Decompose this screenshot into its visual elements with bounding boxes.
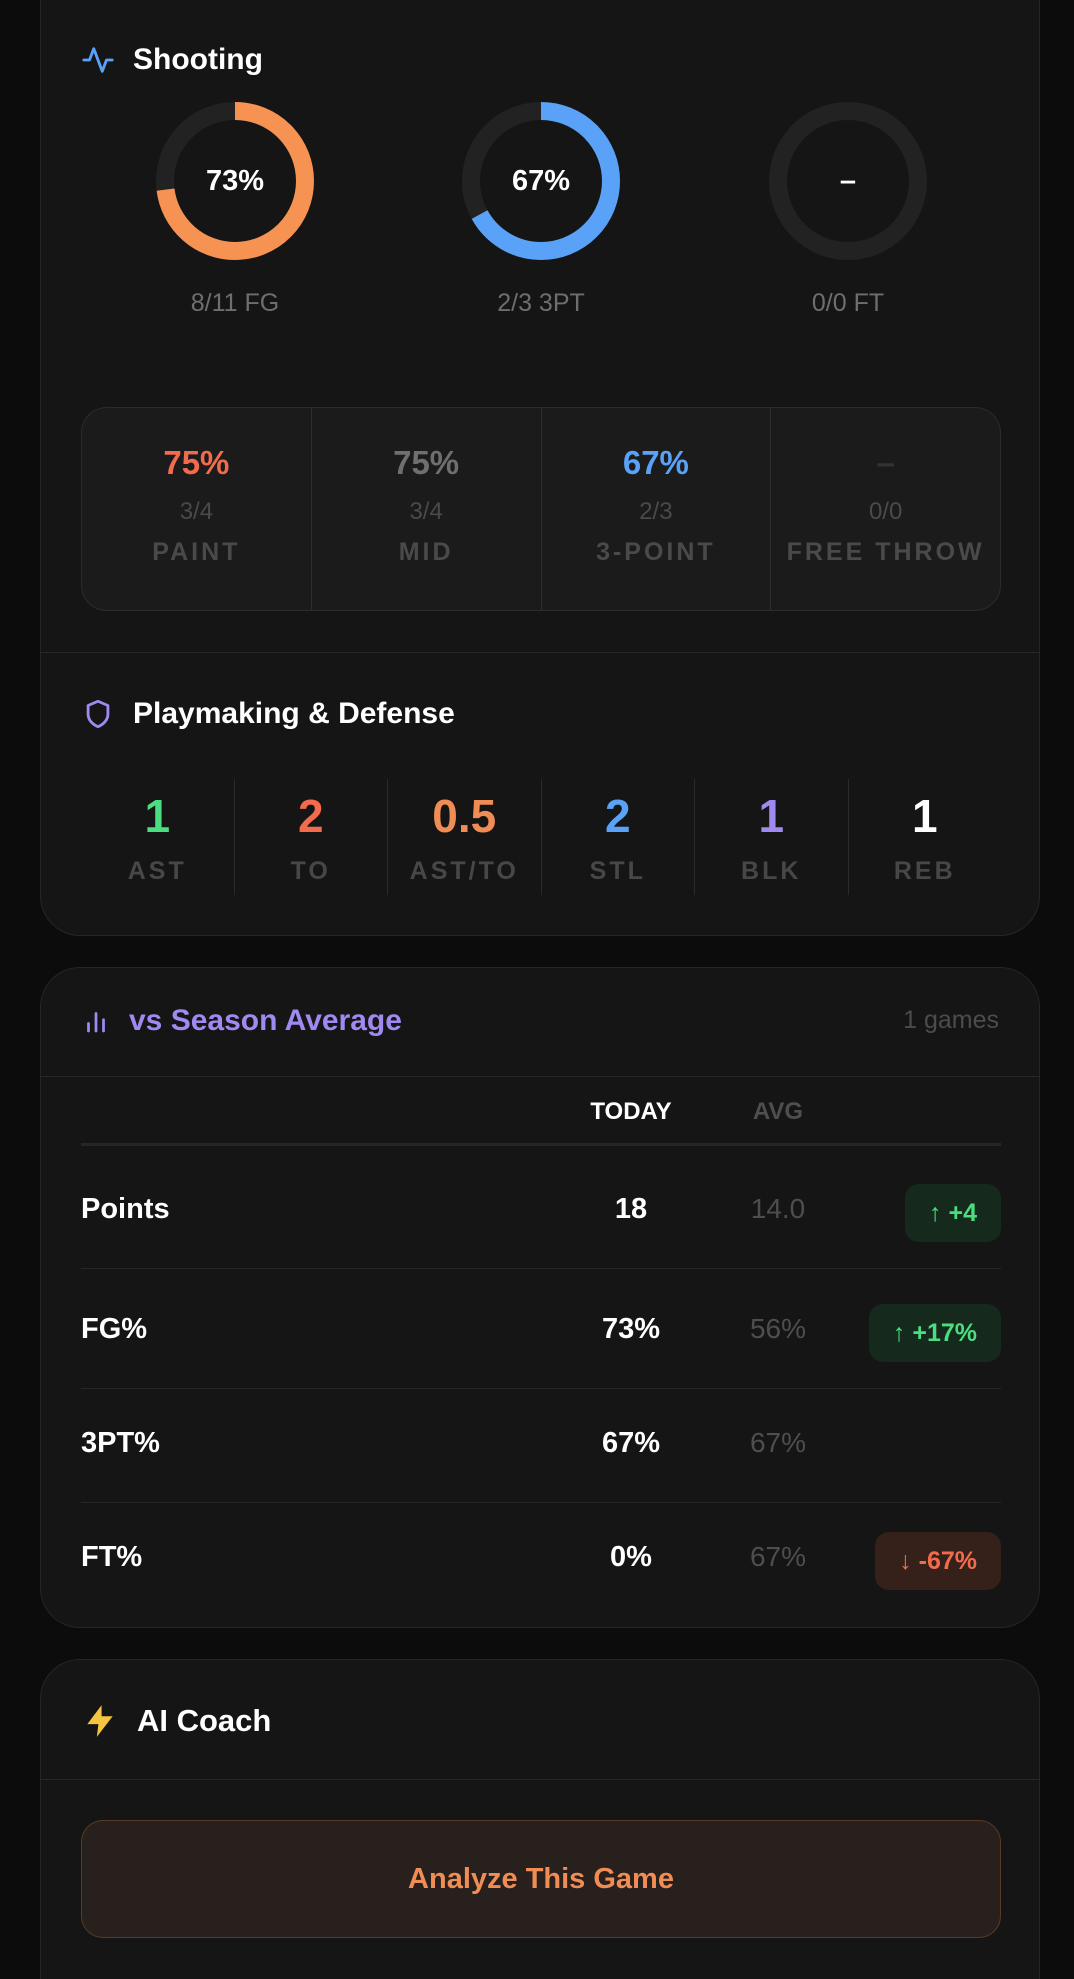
stat-stl: 2 STL	[542, 779, 695, 895]
row-label: Points	[81, 1193, 170, 1225]
stat-blk: 1 BLK	[695, 779, 849, 895]
row-today: 18	[614, 1193, 648, 1225]
row-label: FT%	[81, 1541, 143, 1573]
zone-mid: 75% 3/4 MID	[312, 408, 542, 610]
zone-pct: –	[876, 444, 895, 481]
ft-ring: – 0/0 FT	[768, 101, 928, 318]
row-avg: 14.0	[750, 1193, 806, 1224]
zone-3point: 67% 2/3 3-POINT	[542, 408, 772, 610]
fg-pct: 73%	[205, 165, 265, 197]
stat-value: 0.5	[432, 790, 497, 842]
stat-label: AST/TO	[409, 857, 519, 885]
zone-fraction: 0/0	[868, 498, 903, 525]
row-today: 0%	[610, 1541, 652, 1573]
table-row: FG% 73% 56% ↑ +17%	[81, 1269, 1001, 1389]
row-avg: 67%	[749, 1427, 807, 1458]
row-label: FG%	[81, 1313, 148, 1345]
coach-title: AI Coach	[137, 1703, 272, 1738]
stat-label: AST	[127, 857, 187, 885]
stat-ast-to: 0.5 AST/TO	[388, 779, 542, 895]
3pt-caption: 2/3 3PT	[497, 289, 585, 317]
zone-fraction: 3/4	[409, 498, 443, 525]
analyze-game-button[interactable]: Analyze This Game	[81, 1820, 1001, 1938]
playmaking-title: Playmaking & Defense	[133, 697, 455, 730]
shooting-header: Shooting	[81, 43, 263, 77]
coach-header: AI Coach	[81, 1702, 271, 1740]
table-row: Points 18 14.0 ↑ +4	[81, 1149, 1001, 1269]
stat-to: 2 TO	[235, 779, 388, 895]
stat-ast: 1 AST	[81, 779, 235, 895]
header-divider	[41, 1076, 1039, 1077]
row-avg: 67%	[749, 1541, 807, 1572]
delta-badge: ↑ +17%	[868, 1304, 1001, 1362]
stat-value: 2	[604, 790, 631, 842]
stat-value: 1	[144, 790, 171, 842]
3pt-pct: 67%	[511, 165, 571, 197]
delta-badge: ↑ +4	[905, 1184, 1001, 1242]
row-today: 73%	[601, 1313, 661, 1345]
stat-value: 1	[758, 790, 785, 842]
stat-reb: 1 REB	[849, 779, 1002, 895]
row-today: 67%	[601, 1427, 661, 1459]
activity-icon	[82, 47, 114, 73]
games-count: 1 games	[903, 1006, 999, 1034]
stat-label: BLK	[741, 857, 802, 885]
col-today: TODAY	[590, 1098, 672, 1125]
playmaking-stats: 1 AST 2 TO 0.5 AST/TO 2 STL 1 BLK 1 REB	[81, 779, 1001, 895]
row-label: 3PT%	[81, 1427, 160, 1459]
zone-pct: 75%	[163, 444, 230, 481]
stat-label: REB	[893, 857, 956, 885]
3pt-ring: 67% 2/3 3PT	[461, 101, 621, 318]
zone-fraction: 2/3	[639, 498, 673, 525]
season-average-card: vs Season Average 1 games TODAY AVG Poin…	[40, 967, 1040, 1628]
zone-fraction: 3/4	[179, 498, 214, 525]
zone-pct: 67%	[622, 444, 689, 481]
ft-pct: –	[839, 165, 857, 197]
col-avg: AVG	[752, 1098, 804, 1125]
bar-chart-icon	[87, 1012, 105, 1033]
shooting-title: Shooting	[133, 43, 263, 76]
stat-value: 2	[297, 790, 324, 842]
lightning-icon	[87, 1705, 113, 1737]
zone-label: 3-POINT	[596, 538, 716, 566]
table-row: 3PT% 67% 67%	[81, 1383, 1001, 1503]
fg-caption: 8/11 FG	[190, 289, 280, 317]
shot-zones: 75% 3/4 PAINT 75% 3/4 MID 67% 2/3 3-POIN…	[81, 407, 1001, 611]
table-row: FT% 0% 67% ↓ -67%	[81, 1497, 1001, 1617]
ft-caption: 0/0 FT	[811, 289, 885, 317]
section-divider	[41, 652, 1039, 653]
fg-ring: 73% 8/11 FG	[155, 101, 315, 318]
stat-label: TO	[290, 857, 331, 885]
zone-paint: 75% 3/4 PAINT	[82, 408, 312, 610]
coach-divider	[41, 1779, 1039, 1780]
zone-label: MID	[398, 538, 454, 566]
zone-pct: 75%	[393, 444, 460, 481]
zone-label: FREE THROW	[786, 538, 985, 566]
season-title: vs Season Average	[129, 1004, 402, 1037]
shooting-rings: 73% 8/11 FG 67% 2/3 3PT – 0/0 FT	[41, 101, 1039, 361]
table-header: TODAY AVG	[81, 1098, 1001, 1146]
delta-badge: ↓ -67%	[875, 1532, 1001, 1590]
stat-label: STL	[589, 857, 646, 885]
playmaking-header: Playmaking & Defense	[81, 697, 455, 731]
ai-coach-card: AI Coach Analyze This Game	[40, 1659, 1040, 1979]
shooting-card: Shooting 73% 8/11 FG 67% 2/3 3PT – 0/0 F…	[40, 0, 1040, 936]
zone-label: PAINT	[152, 538, 241, 566]
zone-free-throw: – 0/0 FREE THROW	[771, 408, 1000, 610]
season-header: vs Season Average	[81, 1004, 402, 1038]
stat-value: 1	[911, 790, 938, 842]
shield-icon	[86, 699, 110, 729]
row-avg: 56%	[749, 1313, 807, 1344]
